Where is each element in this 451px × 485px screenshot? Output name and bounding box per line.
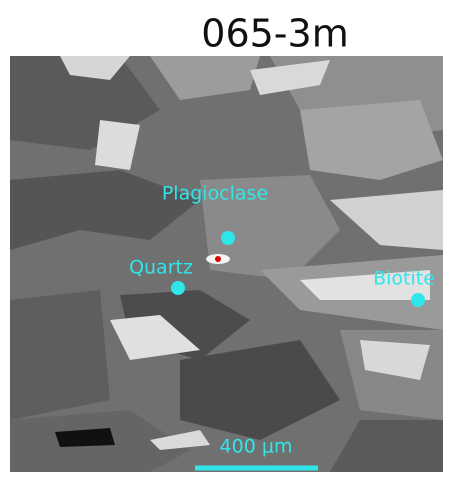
label: Plagioclase <box>162 183 268 205</box>
micrograph <box>10 56 443 472</box>
label: Quartz <box>129 257 193 279</box>
scale-label: 400 μm <box>220 436 293 458</box>
title: 065-3m <box>201 12 348 56</box>
point-plagioclase <box>221 231 235 245</box>
spot-center <box>215 256 221 262</box>
page: 065-3m <box>0 0 451 485</box>
label: Biotite <box>373 268 435 290</box>
point-quartz <box>171 281 185 295</box>
point-biotite <box>411 293 425 307</box>
figure: 065-3m <box>0 0 451 481</box>
